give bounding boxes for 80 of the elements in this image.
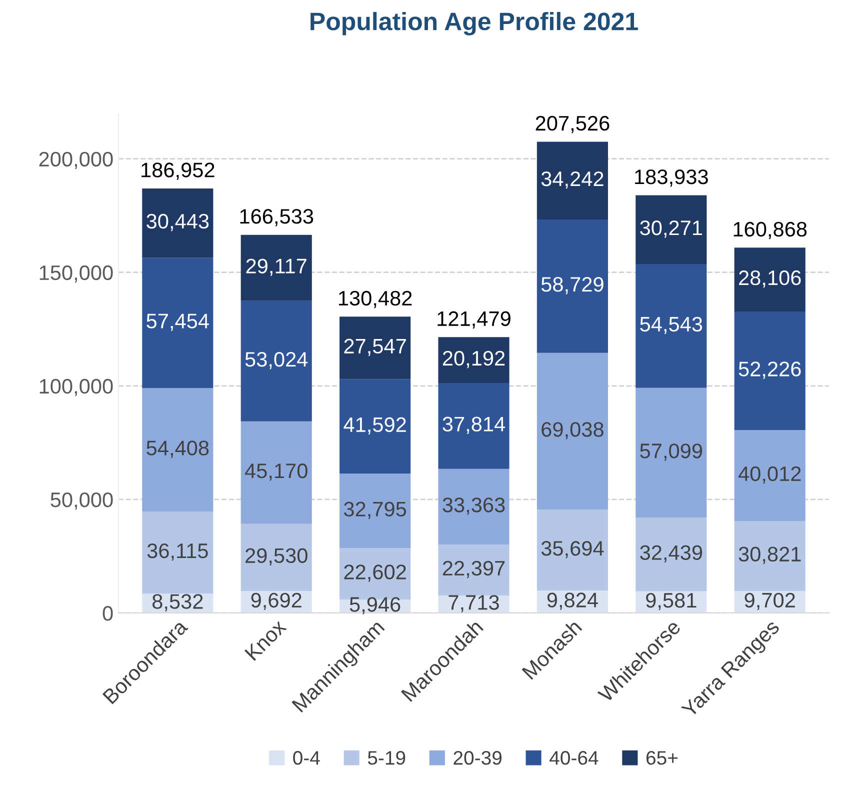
bar bbox=[340, 474, 411, 548]
bar bbox=[142, 188, 214, 258]
data-label: 22,397 bbox=[442, 560, 505, 578]
bar bbox=[142, 258, 214, 388]
total-label: 160,868 bbox=[734, 222, 807, 240]
bar bbox=[636, 195, 707, 264]
data-label: 30,271 bbox=[640, 220, 702, 238]
data-label: 41,592 bbox=[344, 417, 406, 435]
bar bbox=[734, 312, 806, 430]
data-label: 22,602 bbox=[344, 564, 406, 582]
data-label: 57,454 bbox=[146, 314, 209, 331]
data-label: 29,530 bbox=[246, 548, 308, 566]
total-label: 186,952 bbox=[142, 162, 214, 180]
data-label: 53,024 bbox=[245, 352, 308, 370]
data-label: 37,814 bbox=[442, 416, 506, 434]
bar bbox=[438, 337, 510, 383]
bar bbox=[142, 512, 214, 594]
y-tick-label: 150,000 bbox=[40, 265, 113, 283]
total-label: 183,933 bbox=[635, 169, 708, 187]
data-label: 69,038 bbox=[542, 422, 604, 440]
data-label: 30,821 bbox=[738, 546, 801, 564]
data-label: 9,702 bbox=[744, 592, 795, 610]
bar bbox=[734, 520, 806, 591]
data-label: 29,117 bbox=[246, 258, 306, 276]
y-tick-label: 50,000 bbox=[50, 492, 113, 510]
data-label: 20,192 bbox=[442, 350, 505, 368]
y-tick-label: 0 bbox=[102, 606, 113, 621]
total-label: 166,533 bbox=[240, 209, 314, 226]
data-label: 57,099 bbox=[640, 444, 702, 461]
data-label: 32,439 bbox=[640, 545, 702, 562]
data-label: 33,363 bbox=[442, 498, 505, 515]
bar bbox=[240, 234, 312, 301]
data-label: 9,692 bbox=[251, 592, 302, 610]
bar bbox=[438, 544, 510, 596]
bar bbox=[240, 524, 312, 591]
bar bbox=[636, 264, 707, 388]
data-label: 8,532 bbox=[152, 594, 203, 612]
data-label: 32,795 bbox=[344, 502, 406, 519]
legend-label: 5-19 bbox=[368, 751, 406, 765]
bar bbox=[438, 468, 510, 545]
legend-label: 40-64 bbox=[550, 751, 598, 765]
legend-label: 65+ bbox=[646, 751, 678, 765]
bar bbox=[142, 388, 214, 512]
bar bbox=[734, 248, 806, 312]
data-label: 9,824 bbox=[547, 592, 598, 610]
bar bbox=[536, 219, 608, 353]
data-label: 36,115 bbox=[147, 543, 208, 561]
data-label: 27,547 bbox=[344, 338, 406, 356]
data-label: 54,543 bbox=[640, 316, 702, 334]
data-label: 28,106 bbox=[739, 270, 801, 288]
data-label: 54,408 bbox=[146, 440, 209, 458]
data-label: 7,713 bbox=[448, 595, 499, 612]
bar bbox=[240, 300, 312, 422]
data-label: 30,443 bbox=[146, 214, 209, 232]
data-label: 40,012 bbox=[738, 466, 801, 484]
legend-label: 20-39 bbox=[454, 751, 502, 765]
data-label: 52,226 bbox=[738, 362, 801, 379]
data-label: 5,946 bbox=[350, 597, 400, 614]
y-tick-label: 100,000 bbox=[40, 378, 113, 396]
bar bbox=[536, 142, 608, 220]
data-label: 34,242 bbox=[541, 171, 604, 189]
bar bbox=[340, 316, 411, 380]
total-label: 121,479 bbox=[438, 311, 510, 329]
data-label: 9,581 bbox=[646, 592, 696, 610]
data-label: 35,694 bbox=[541, 540, 604, 558]
bar bbox=[240, 421, 312, 524]
total-label: 207,526 bbox=[536, 116, 610, 134]
chart-title: Population Age Profile 2021 bbox=[310, 12, 638, 36]
bar bbox=[636, 388, 707, 518]
bar bbox=[734, 430, 806, 521]
data-label: 58,729 bbox=[541, 277, 604, 294]
bar bbox=[438, 382, 510, 469]
bar bbox=[536, 352, 608, 510]
y-tick-label: 200,000 bbox=[39, 152, 113, 170]
total-label: 130,482 bbox=[339, 290, 412, 308]
bar bbox=[536, 510, 608, 591]
bar bbox=[340, 379, 411, 474]
bar bbox=[636, 518, 707, 592]
data-label: 45,170 bbox=[244, 463, 308, 481]
legend-label: 0-4 bbox=[293, 751, 320, 765]
